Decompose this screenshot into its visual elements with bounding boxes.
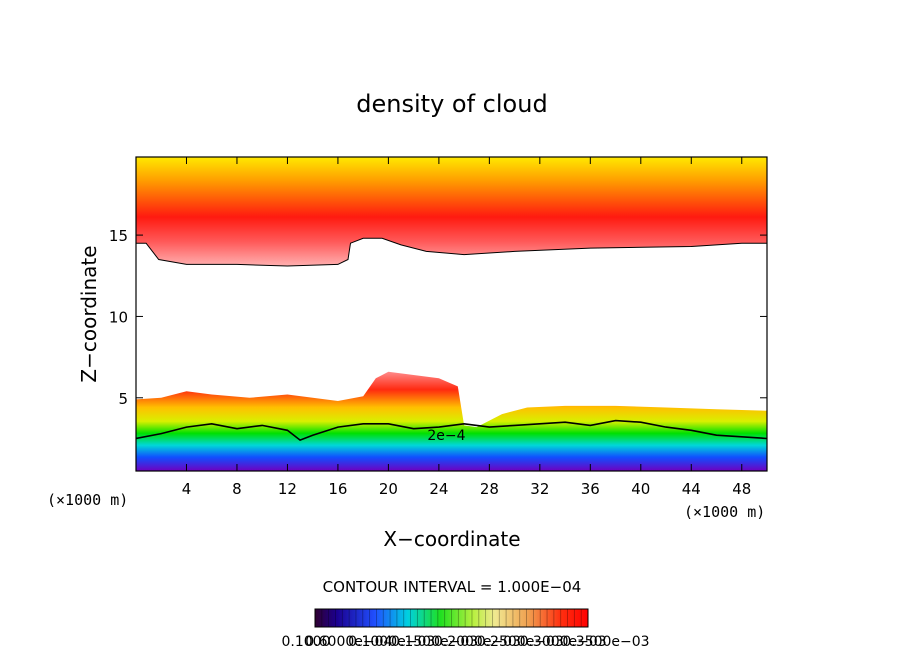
y-tick-label: 5: [118, 390, 128, 408]
x-tick-label: 20: [379, 480, 398, 498]
contour-2e4-line: [136, 419, 767, 442]
contour-interval-text: CONTOUR INTERVAL = 1.000E−04: [323, 578, 582, 596]
colorbar-gradient: [314, 608, 589, 628]
x-tick-label: 28: [480, 480, 499, 498]
colorbar-label: 0.3500e−03: [562, 634, 649, 650]
x-tick-label: 40: [631, 480, 650, 498]
upper-cloud-layer: [136, 157, 767, 266]
x-tick-label: 8: [232, 480, 242, 498]
x-tick-label: 12: [278, 480, 297, 498]
plot-frame: [135, 156, 768, 472]
colorbar-labels: 0.10000.6000e−040.1000e−030.1500e−030.20…: [282, 634, 650, 650]
x-tick-label: 16: [328, 480, 347, 498]
colorbar-label: 0.2000e−03: [434, 634, 521, 650]
x-tick-label: 4: [182, 480, 192, 498]
y-tick-label: 10: [109, 308, 128, 326]
lower-cloud-layer: [136, 371, 767, 471]
colorbar-label: 0.2500e−03: [477, 634, 564, 650]
colorbar-label: 0.1000e−03: [348, 634, 435, 650]
x-tick-label: 48: [732, 480, 751, 498]
x-unit-right: (×1000 m): [684, 503, 765, 521]
x-tick-label: 36: [581, 480, 600, 498]
x-tick-label: 24: [429, 480, 448, 498]
x-unit-left: (×1000 m): [47, 491, 128, 509]
x-tick-label: 44: [682, 480, 701, 498]
y-tick-label: 15: [109, 227, 128, 245]
colorbar-label: 0.1000: [282, 634, 331, 650]
plot-area: 2e−4: [136, 157, 767, 471]
colorbar-label: 0.1500e−03: [391, 634, 478, 650]
x-tick-label: 32: [530, 480, 549, 498]
x-axis-label: X−coordinate: [383, 527, 520, 551]
upper-layer-edge-contour: [136, 237, 767, 267]
contour-label: 2e−4: [427, 428, 465, 444]
chart-title: density of cloud: [356, 90, 547, 118]
colorbar: [314, 608, 589, 628]
colorbar-label: 0.3000e−03: [520, 634, 607, 650]
y-axis-label: Z−coordinate: [77, 245, 101, 382]
colorbar-label: 0.6000e−04: [305, 634, 392, 650]
colorbar-ticks: [321, 609, 582, 627]
